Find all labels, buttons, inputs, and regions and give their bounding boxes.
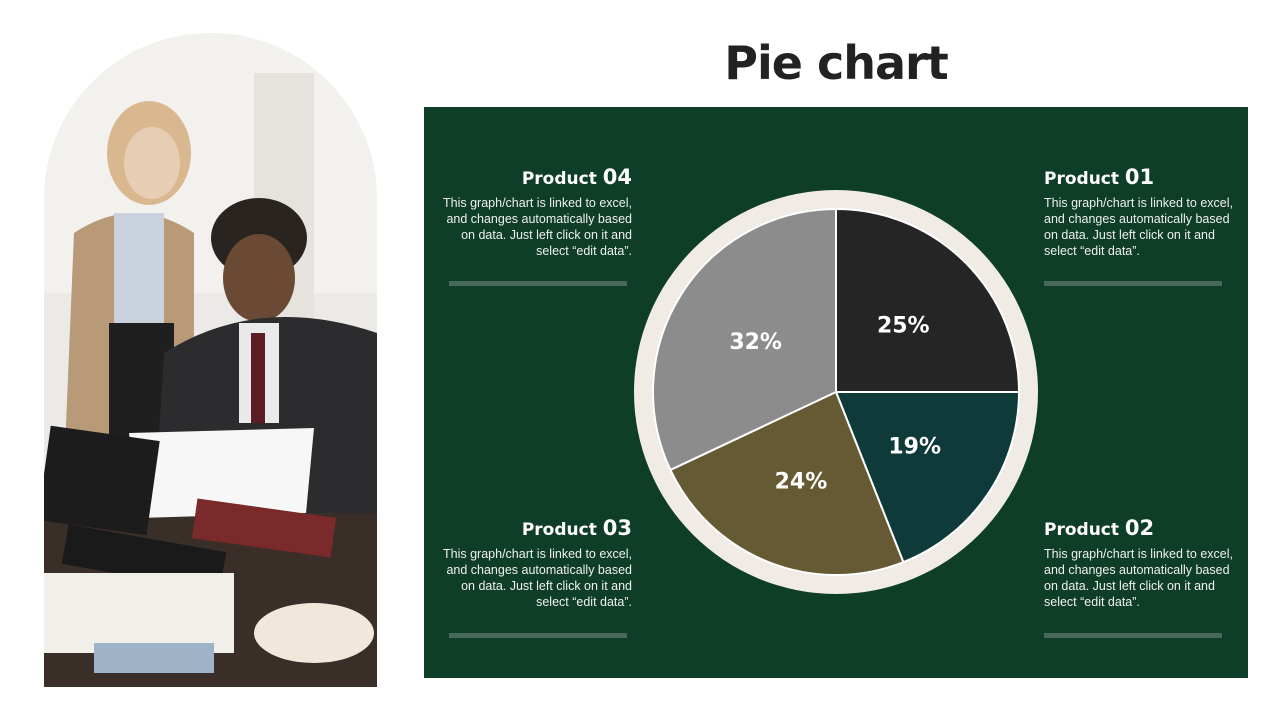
product-03-divider [449,633,627,638]
product-01-heading: Product 01 [1044,165,1234,189]
product-01-divider [1044,281,1222,286]
product-03-label: Product [521,520,597,540]
product-02-description: This graph/chart is linked to excel, and… [1044,547,1233,609]
pie-label-product-02: 19% [888,434,941,459]
product-04-number: 04 [602,165,632,189]
product-04-heading: Product 04 [442,165,632,189]
meeting-photo [44,33,377,687]
product-03-block: Product 03 This graph/chart is linked to… [442,516,632,610]
product-04-block: Product 04 This graph/chart is linked to… [442,165,632,259]
pie-label-product-04: 32% [729,330,782,355]
pie-label-product-03: 24% [775,469,828,494]
product-01-block: Product 01 This graph/chart is linked to… [1044,165,1234,259]
pie-slice-product-02 [834,391,1021,564]
chart-panel: Product 04 This graph/chart is linked to… [424,107,1248,678]
pie-chart: 25% 19% 24% 32% [634,190,1038,594]
product-03-heading: Product 03 [442,516,632,540]
product-01-description: This graph/chart is linked to excel, and… [1044,196,1233,258]
pie-slice-product-01 [835,207,1021,393]
product-01-number: 01 [1124,165,1155,189]
product-01-label: Product [1044,169,1119,189]
product-04-divider [449,281,627,286]
product-04-label: Product [521,169,597,189]
product-03-number: 03 [602,516,632,540]
product-02-number: 02 [1124,516,1155,540]
pie-slice-product-03 [669,390,905,576]
product-02-label: Product [1044,520,1119,540]
product-02-block: Product 02 This graph/chart is linked to… [1044,516,1234,610]
product-03-description: This graph/chart is linked to excel, and… [443,547,632,609]
page-title: Pie chart [724,36,948,90]
product-02-divider [1044,633,1222,638]
pie-label-product-01: 25% [877,314,930,339]
product-04-description: This graph/chart is linked to excel, and… [443,196,632,258]
product-02-heading: Product 02 [1044,516,1234,540]
pie-slice-product-04 [652,207,837,472]
